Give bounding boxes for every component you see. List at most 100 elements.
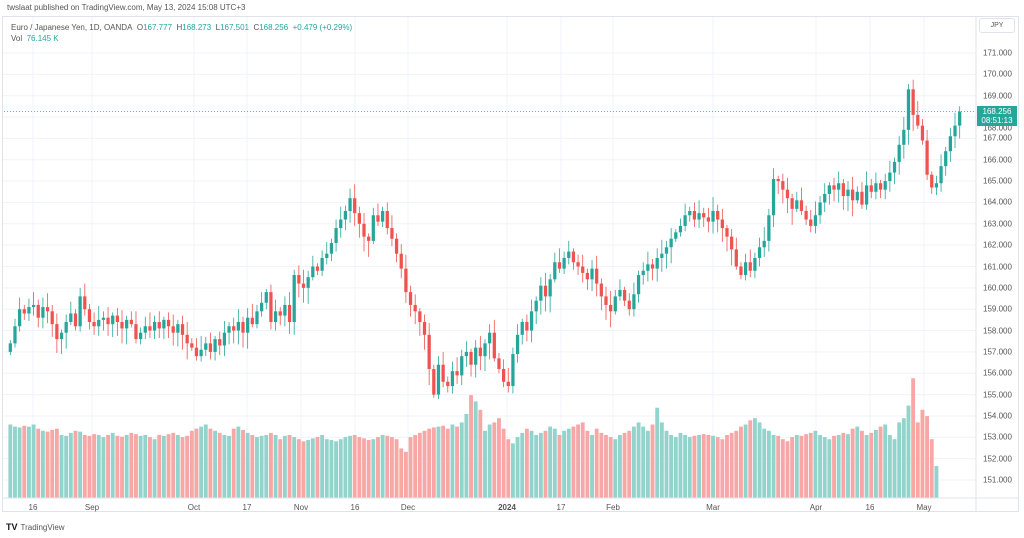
candle-body[interactable]: [259, 302, 264, 312]
candle-body[interactable]: [683, 215, 687, 226]
candle-body[interactable]: [367, 236, 371, 241]
candle-body[interactable]: [650, 264, 655, 269]
candle-body[interactable]: [958, 111, 962, 126]
candle-body[interactable]: [553, 262, 557, 280]
candle-body[interactable]: [376, 215, 380, 222]
candle-body[interactable]: [129, 319, 133, 325]
candle-body[interactable]: [939, 166, 943, 184]
candle-body[interactable]: [106, 317, 110, 325]
candle-body[interactable]: [236, 322, 240, 331]
candle-body[interactable]: [311, 266, 315, 278]
candle-body[interactable]: [255, 311, 259, 325]
candle-body[interactable]: [697, 213, 701, 220]
candle-body[interactable]: [883, 181, 887, 190]
candle-body[interactable]: [678, 225, 683, 233]
candle-body[interactable]: [864, 185, 869, 205]
candle-body[interactable]: [478, 347, 482, 357]
candle-body[interactable]: [394, 238, 399, 254]
candle-body[interactable]: [194, 347, 199, 357]
candle-body[interactable]: [730, 236, 734, 250]
candle-body[interactable]: [688, 210, 692, 216]
candle-body[interactable]: [622, 289, 627, 301]
candle-body[interactable]: [855, 191, 859, 201]
candle-body[interactable]: [888, 172, 892, 182]
candle-body[interactable]: [488, 332, 492, 344]
candle-body[interactable]: [878, 183, 883, 190]
candle-body[interactable]: [460, 356, 464, 376]
candle-body[interactable]: [543, 285, 548, 297]
candle-body[interactable]: [325, 253, 329, 258]
candle-body[interactable]: [669, 238, 673, 248]
candle-body[interactable]: [250, 317, 254, 325]
candle-body[interactable]: [632, 294, 636, 310]
candle-body[interactable]: [436, 364, 441, 395]
candle-body[interactable]: [111, 315, 115, 325]
candle-body[interactable]: [953, 125, 957, 137]
candle-body[interactable]: [446, 381, 450, 387]
candle-body[interactable]: [404, 268, 408, 293]
candle-body[interactable]: [408, 292, 413, 305]
candle-body[interactable]: [823, 193, 827, 203]
candle-body[interactable]: [948, 136, 952, 152]
candle-body[interactable]: [892, 161, 897, 173]
candle-body[interactable]: [283, 304, 287, 316]
candle-body[interactable]: [301, 283, 306, 288]
candle-body[interactable]: [306, 277, 310, 288]
candle-body[interactable]: [748, 262, 752, 271]
candle-body[interactable]: [902, 129, 906, 145]
candle-body[interactable]: [846, 189, 850, 197]
candle-body[interactable]: [539, 285, 543, 301]
candle-body[interactable]: [706, 217, 711, 222]
candle-body[interactable]: [613, 296, 617, 312]
candle-body[interactable]: [339, 219, 343, 229]
candle-body[interactable]: [809, 219, 813, 226]
candle-body[interactable]: [315, 266, 320, 271]
candle-body[interactable]: [725, 228, 729, 237]
candle-body[interactable]: [511, 354, 515, 387]
candle-body[interactable]: [585, 272, 590, 280]
candle-body[interactable]: [827, 185, 831, 194]
candle-body[interactable]: [464, 351, 469, 357]
candle-body[interactable]: [813, 215, 818, 226]
candle-body[interactable]: [627, 300, 631, 310]
candle-body[interactable]: [13, 326, 17, 344]
candle-body[interactable]: [920, 125, 925, 141]
candle-body[interactable]: [716, 210, 720, 220]
candle-body[interactable]: [371, 215, 375, 241]
candle-body[interactable]: [69, 313, 73, 323]
candle-body[interactable]: [273, 311, 278, 323]
candle-body[interactable]: [720, 219, 724, 229]
candle-body[interactable]: [8, 343, 12, 352]
candle-body[interactable]: [143, 326, 147, 333]
candle-body[interactable]: [925, 140, 929, 175]
candle-body[interactable]: [385, 210, 389, 229]
candle-body[interactable]: [581, 266, 585, 273]
candle-body[interactable]: [334, 228, 338, 244]
candle-body[interactable]: [595, 268, 599, 284]
candle-body[interactable]: [208, 343, 213, 352]
candle-body[interactable]: [571, 251, 576, 263]
candle-body[interactable]: [753, 257, 757, 271]
candle-body[interactable]: [837, 183, 841, 190]
candle-body[interactable]: [199, 349, 203, 357]
candle-body[interactable]: [771, 178, 776, 216]
candle-body[interactable]: [590, 268, 594, 280]
candle-body[interactable]: [134, 324, 138, 340]
candle-body[interactable]: [287, 304, 292, 323]
candle-body[interactable]: [906, 89, 911, 130]
candle-body[interactable]: [930, 174, 934, 188]
candle-body[interactable]: [180, 324, 185, 335]
candle-body[interactable]: [599, 283, 603, 297]
candle-body[interactable]: [232, 326, 236, 331]
candle-body[interactable]: [213, 339, 217, 352]
candle-body[interactable]: [562, 257, 566, 269]
candle-body[interactable]: [427, 334, 431, 369]
candle-body[interactable]: [832, 185, 836, 190]
candle-body[interactable]: [767, 215, 771, 241]
candle-body[interactable]: [18, 309, 22, 327]
candle-body[interactable]: [246, 317, 250, 333]
candle-body[interactable]: [413, 304, 417, 312]
candle-body[interactable]: [92, 322, 96, 327]
candle-body[interactable]: [101, 317, 106, 320]
candle-body[interactable]: [362, 223, 366, 237]
